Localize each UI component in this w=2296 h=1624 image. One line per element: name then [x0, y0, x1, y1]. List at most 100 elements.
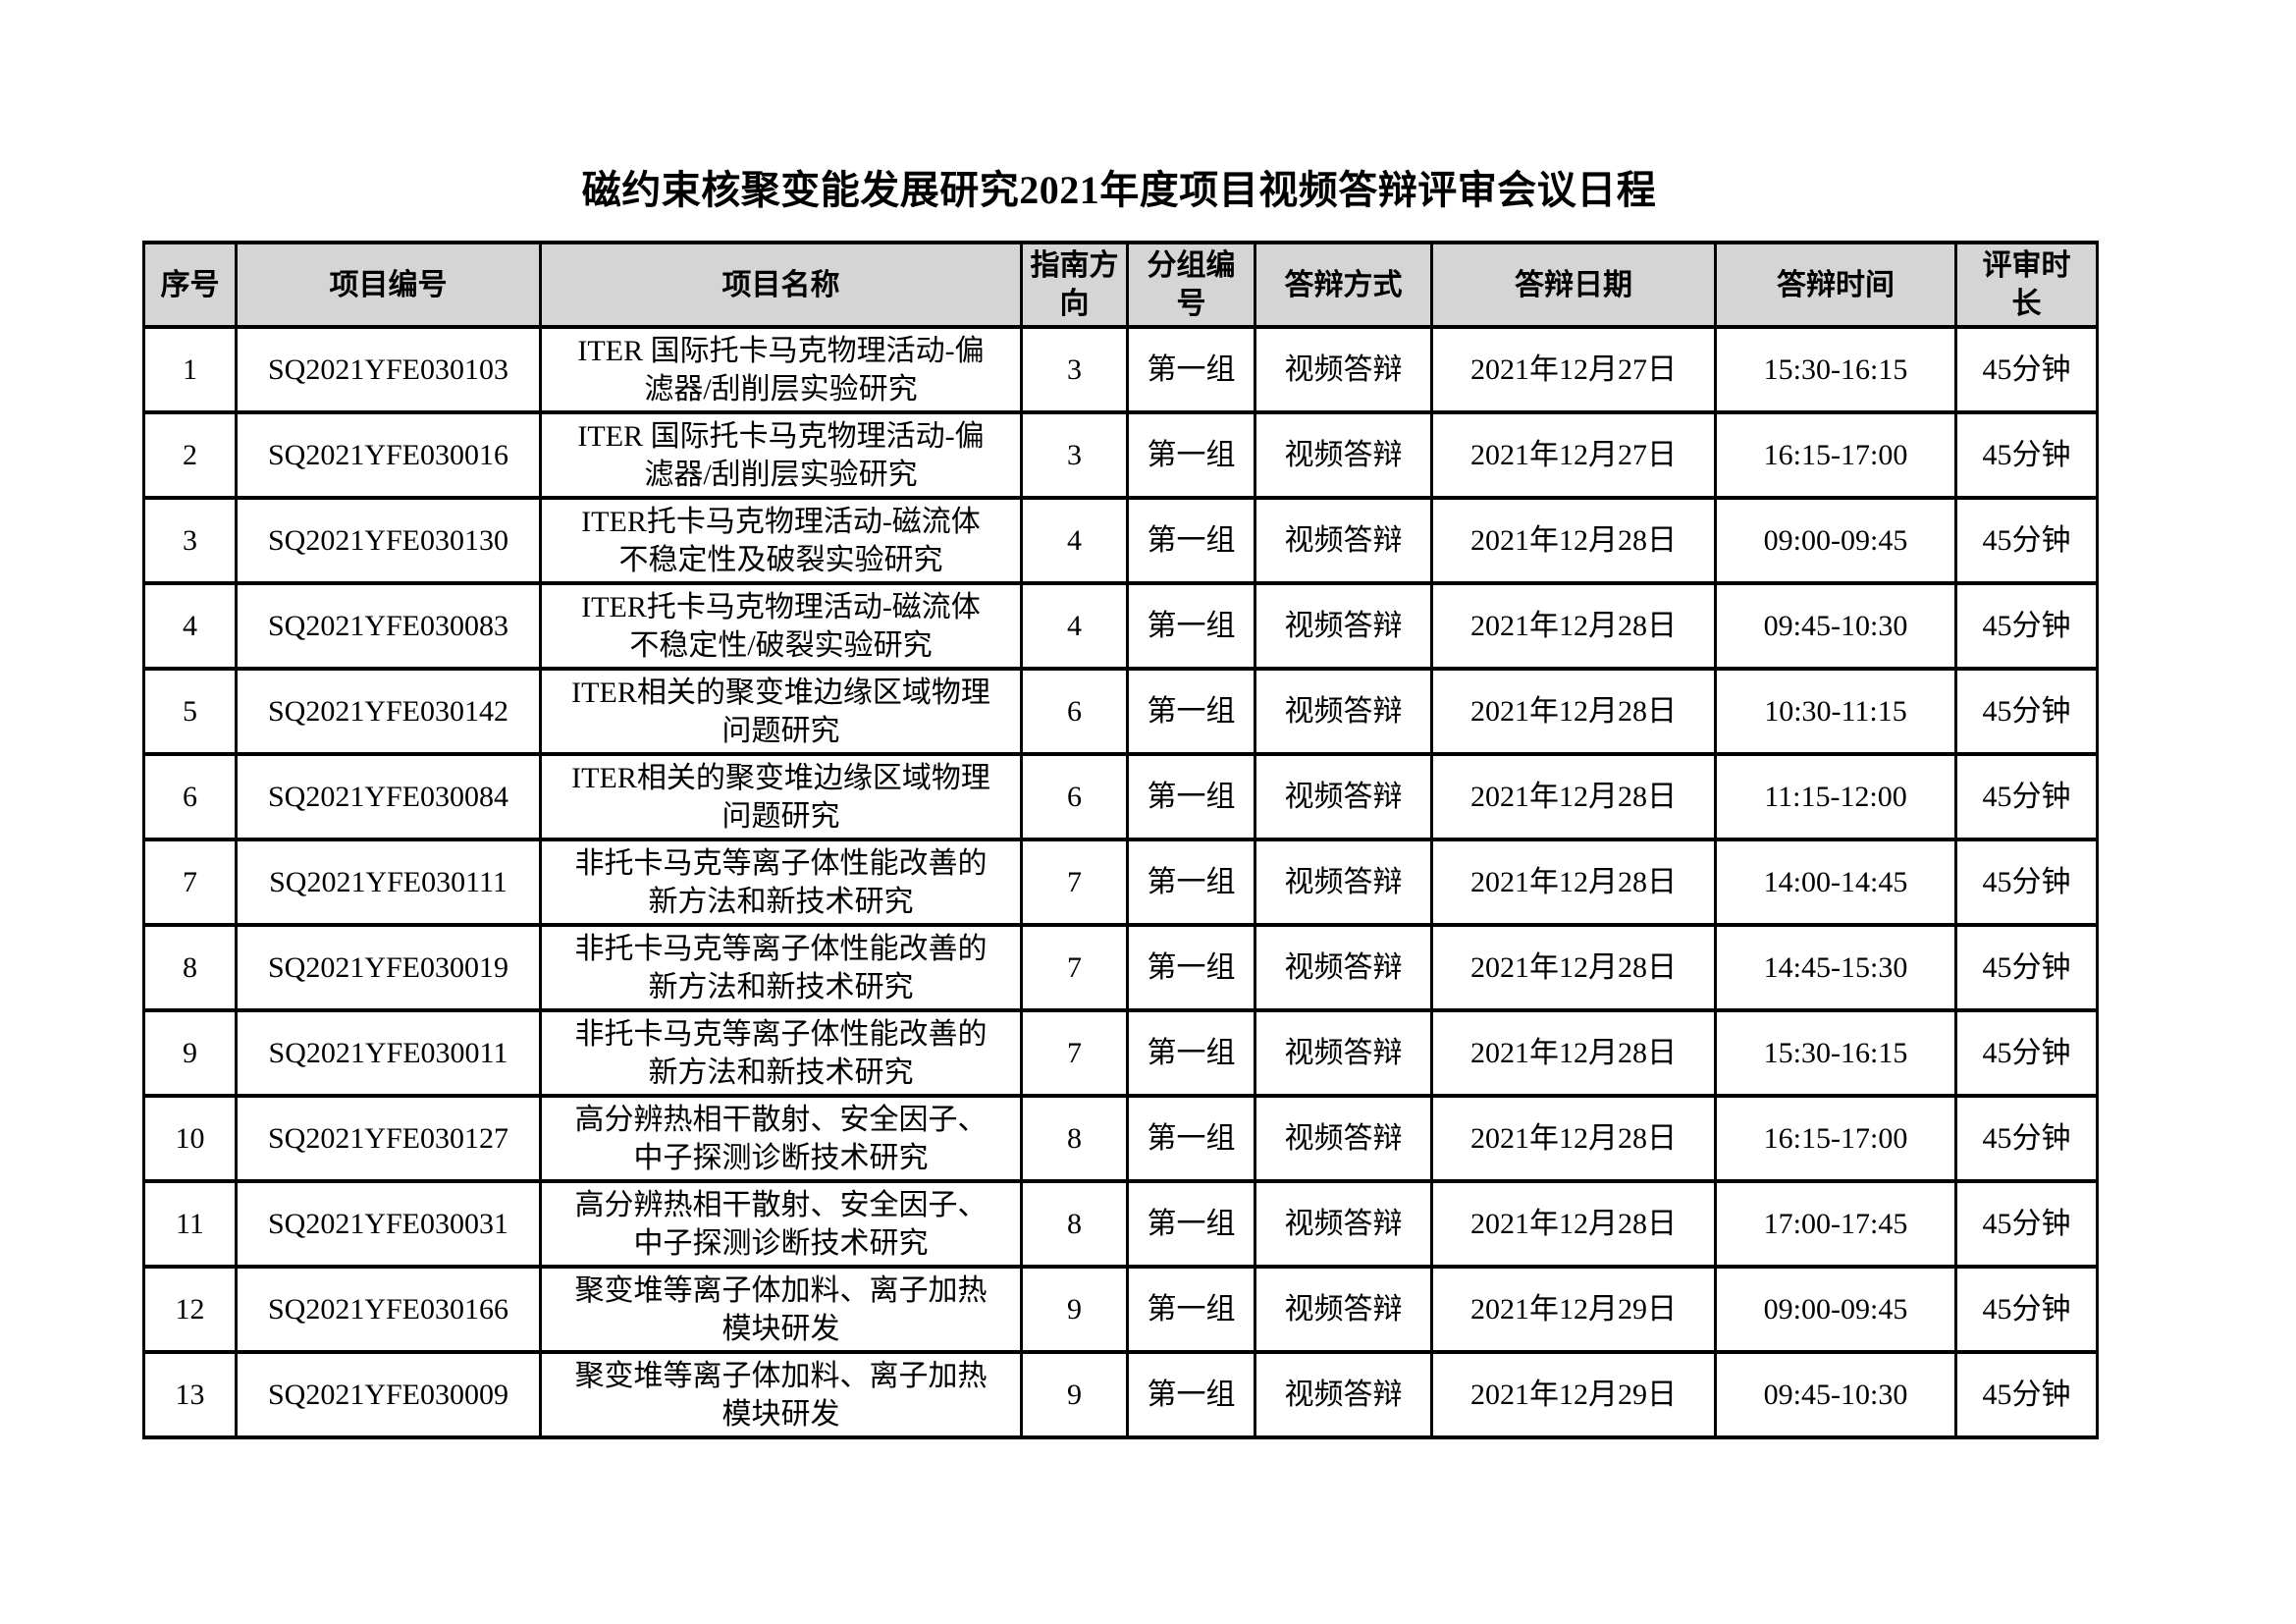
cell-project-id: SQ2021YFE030130: [235, 496, 542, 585]
table-row: 12 SQ2021YFE030166 聚变堆等离子体加料、离子加热模块研发 9 第一组视…: [142, 1265, 2099, 1354]
cell-defense-date: 2021年12月28日: [1430, 838, 1717, 927]
cell-project-name: ITER相关的聚变堆边缘区域物理问题研究: [539, 752, 1023, 841]
table-row: 13 SQ2021YFE030009 聚变堆等离子体加料、离子加热模块研发 9 第一组视…: [142, 1350, 2099, 1439]
table-row: 1 SQ2021YFE030103 ITER 国际托卡马克物理活动-偏滤器/刮削层实…: [142, 325, 2099, 414]
col-header-review-duration: 评审时长: [1954, 241, 2099, 329]
cell-project-name: 非托卡马克等离子体性能改善的新方法和新技术研究: [539, 1008, 1023, 1098]
cell-group-number: 第一组: [1126, 752, 1256, 841]
cell-index: 11: [142, 1179, 238, 1269]
table-row: 2 SQ2021YFE030016 ITER 国际托卡马克物理活动-偏滤器/刮削层实…: [142, 410, 2099, 500]
cell-defense-date: 2021年12月27日: [1430, 325, 1717, 414]
cell-defense-date: 2021年12月28日: [1430, 1094, 1717, 1183]
table-row: 7 SQ2021YFE030111 非托卡马克等离子体性能改善的新方法和新技术研究 7…: [142, 838, 2099, 927]
cell-project-name: ITER托卡马克物理活动-磁流体不稳定性/破裂实验研究: [539, 581, 1023, 671]
cell-index: 5: [142, 667, 238, 756]
cell-defense-method: 视频答辩: [1254, 1008, 1433, 1098]
table-row: 9 SQ2021YFE030011 非托卡马克等离子体性能改善的新方法和新技术研究 7…: [142, 1008, 2099, 1098]
table-row: 3 SQ2021YFE030130 ITER托卡马克物理活动-磁流体不稳定性及破裂实…: [142, 496, 2099, 585]
page-title: 磁约束核聚变能发展研究2021年度项目视频答辩评审会议日程: [581, 168, 1657, 212]
cell-defense-time: 17:00-17:45: [1714, 1179, 1957, 1269]
cell-review-duration: 45分钟: [1954, 1008, 2099, 1098]
cell-guide-direction: 4: [1020, 496, 1129, 585]
cell-index: 12: [142, 1265, 238, 1354]
cell-project-id: SQ2021YFE030127: [235, 1094, 542, 1183]
cell-review-duration: 45分钟: [1954, 1179, 2099, 1269]
cell-project-name: 高分辨热相干散射、安全因子、中子探测诊断技术研究: [539, 1094, 1023, 1183]
schedule-table-body: 1 SQ2021YFE030103 ITER 国际托卡马克物理活动-偏滤器/刮削层实…: [142, 325, 2099, 1439]
cell-review-duration: 45分钟: [1954, 410, 2099, 500]
cell-project-name: 非托卡马克等离子体性能改善的新方法和新技术研究: [539, 838, 1023, 927]
cell-group-number: 第一组: [1126, 923, 1256, 1012]
cell-project-name: ITER 国际托卡马克物理活动-偏滤器/刮削层实验研究: [539, 410, 1023, 500]
table-row: 10 SQ2021YFE030127 高分辨热相干散射、安全因子、中子探测诊断技术研…: [142, 1094, 2099, 1183]
cell-group-number: 第一组: [1126, 1094, 1256, 1183]
cell-project-id: SQ2021YFE030166: [235, 1265, 542, 1354]
cell-project-name: ITER 国际托卡马克物理活动-偏滤器/刮削层实验研究: [539, 325, 1023, 414]
cell-defense-time: 14:45-15:30: [1714, 923, 1957, 1012]
cell-project-name: ITER托卡马克物理活动-磁流体不稳定性及破裂实验研究: [539, 496, 1023, 585]
cell-project-name: 高分辨热相干散射、安全因子、中子探测诊断技术研究: [539, 1179, 1023, 1269]
table-row: 4 SQ2021YFE030083 ITER托卡马克物理活动-磁流体不稳定性/破裂实…: [142, 581, 2099, 671]
cell-guide-direction: 3: [1020, 325, 1129, 414]
cell-defense-time: 15:30-16:15: [1714, 325, 1957, 414]
cell-review-duration: 45分钟: [1954, 496, 2099, 585]
cell-guide-direction: 7: [1020, 923, 1129, 1012]
cell-defense-time: 14:00-14:45: [1714, 838, 1957, 927]
schedule-table-container: 序号 项目编号 项目名称 指南方向 分组编号 答辩方式 答辩日期 答辩时间 评审…: [142, 241, 2100, 1439]
cell-review-duration: 45分钟: [1954, 923, 2099, 1012]
cell-group-number: 第一组: [1126, 1265, 1256, 1354]
cell-index: 2: [142, 410, 238, 500]
cell-defense-date: 2021年12月28日: [1430, 1179, 1717, 1269]
cell-defense-method: 视频答辩: [1254, 923, 1433, 1012]
cell-defense-time: 09:00-09:45: [1714, 496, 1957, 585]
cell-defense-time: 10:30-11:15: [1714, 667, 1957, 756]
col-header-guide-direction: 指南方向: [1020, 241, 1129, 329]
cell-review-duration: 45分钟: [1954, 1350, 2099, 1439]
cell-defense-method: 视频答辩: [1254, 581, 1433, 671]
cell-group-number: 第一组: [1126, 325, 1256, 414]
cell-review-duration: 45分钟: [1954, 667, 2099, 756]
cell-guide-direction: 4: [1020, 581, 1129, 671]
cell-group-number: 第一组: [1126, 496, 1256, 585]
cell-review-duration: 45分钟: [1954, 581, 2099, 671]
cell-index: 13: [142, 1350, 238, 1439]
cell-project-name: 聚变堆等离子体加料、离子加热模块研发: [539, 1265, 1023, 1354]
cell-project-id: SQ2021YFE030031: [235, 1179, 542, 1269]
cell-defense-date: 2021年12月27日: [1430, 410, 1717, 500]
table-row: 11 SQ2021YFE030031 高分辨热相干散射、安全因子、中子探测诊断技术研…: [142, 1179, 2099, 1269]
cell-index: 3: [142, 496, 238, 585]
cell-defense-time: 16:15-17:00: [1714, 410, 1957, 500]
col-header-index: 序号: [142, 241, 238, 329]
cell-project-id: SQ2021YFE030084: [235, 752, 542, 841]
cell-defense-time: 11:15-12:00: [1714, 752, 1957, 841]
cell-index: 9: [142, 1008, 238, 1098]
cell-project-id: SQ2021YFE030111: [235, 838, 542, 927]
cell-review-duration: 45分钟: [1954, 1094, 2099, 1183]
cell-index: 1: [142, 325, 238, 414]
cell-project-id: SQ2021YFE030016: [235, 410, 542, 500]
col-header-group-number: 分组编号: [1126, 241, 1256, 329]
cell-guide-direction: 6: [1020, 752, 1129, 841]
cell-project-id: SQ2021YFE030011: [235, 1008, 542, 1098]
cell-guide-direction: 8: [1020, 1179, 1129, 1269]
cell-defense-method: 视频答辩: [1254, 667, 1433, 756]
cell-project-name: 非托卡马克等离子体性能改善的新方法和新技术研究: [539, 923, 1023, 1012]
cell-group-number: 第一组: [1126, 667, 1256, 756]
cell-defense-date: 2021年12月28日: [1430, 496, 1717, 585]
cell-defense-method: 视频答辩: [1254, 1094, 1433, 1183]
cell-defense-method: 视频答辩: [1254, 496, 1433, 585]
cell-defense-method: 视频答辩: [1254, 1265, 1433, 1354]
cell-group-number: 第一组: [1126, 1179, 1256, 1269]
cell-project-name: ITER相关的聚变堆边缘区域物理问题研究: [539, 667, 1023, 756]
cell-project-id: SQ2021YFE030142: [235, 667, 542, 756]
cell-defense-method: 视频答辩: [1254, 752, 1433, 841]
cell-review-duration: 45分钟: [1954, 325, 2099, 414]
cell-review-duration: 45分钟: [1954, 838, 2099, 927]
cell-review-duration: 45分钟: [1954, 1265, 2099, 1354]
cell-index: 4: [142, 581, 238, 671]
cell-defense-date: 2021年12月28日: [1430, 667, 1717, 756]
cell-defense-time: 09:00-09:45: [1714, 1265, 1957, 1354]
cell-project-id: SQ2021YFE030009: [235, 1350, 542, 1439]
table-row: 6 SQ2021YFE030084 ITER相关的聚变堆边缘区域物理问题研究 6 第一组…: [142, 752, 2099, 841]
cell-group-number: 第一组: [1126, 581, 1256, 671]
